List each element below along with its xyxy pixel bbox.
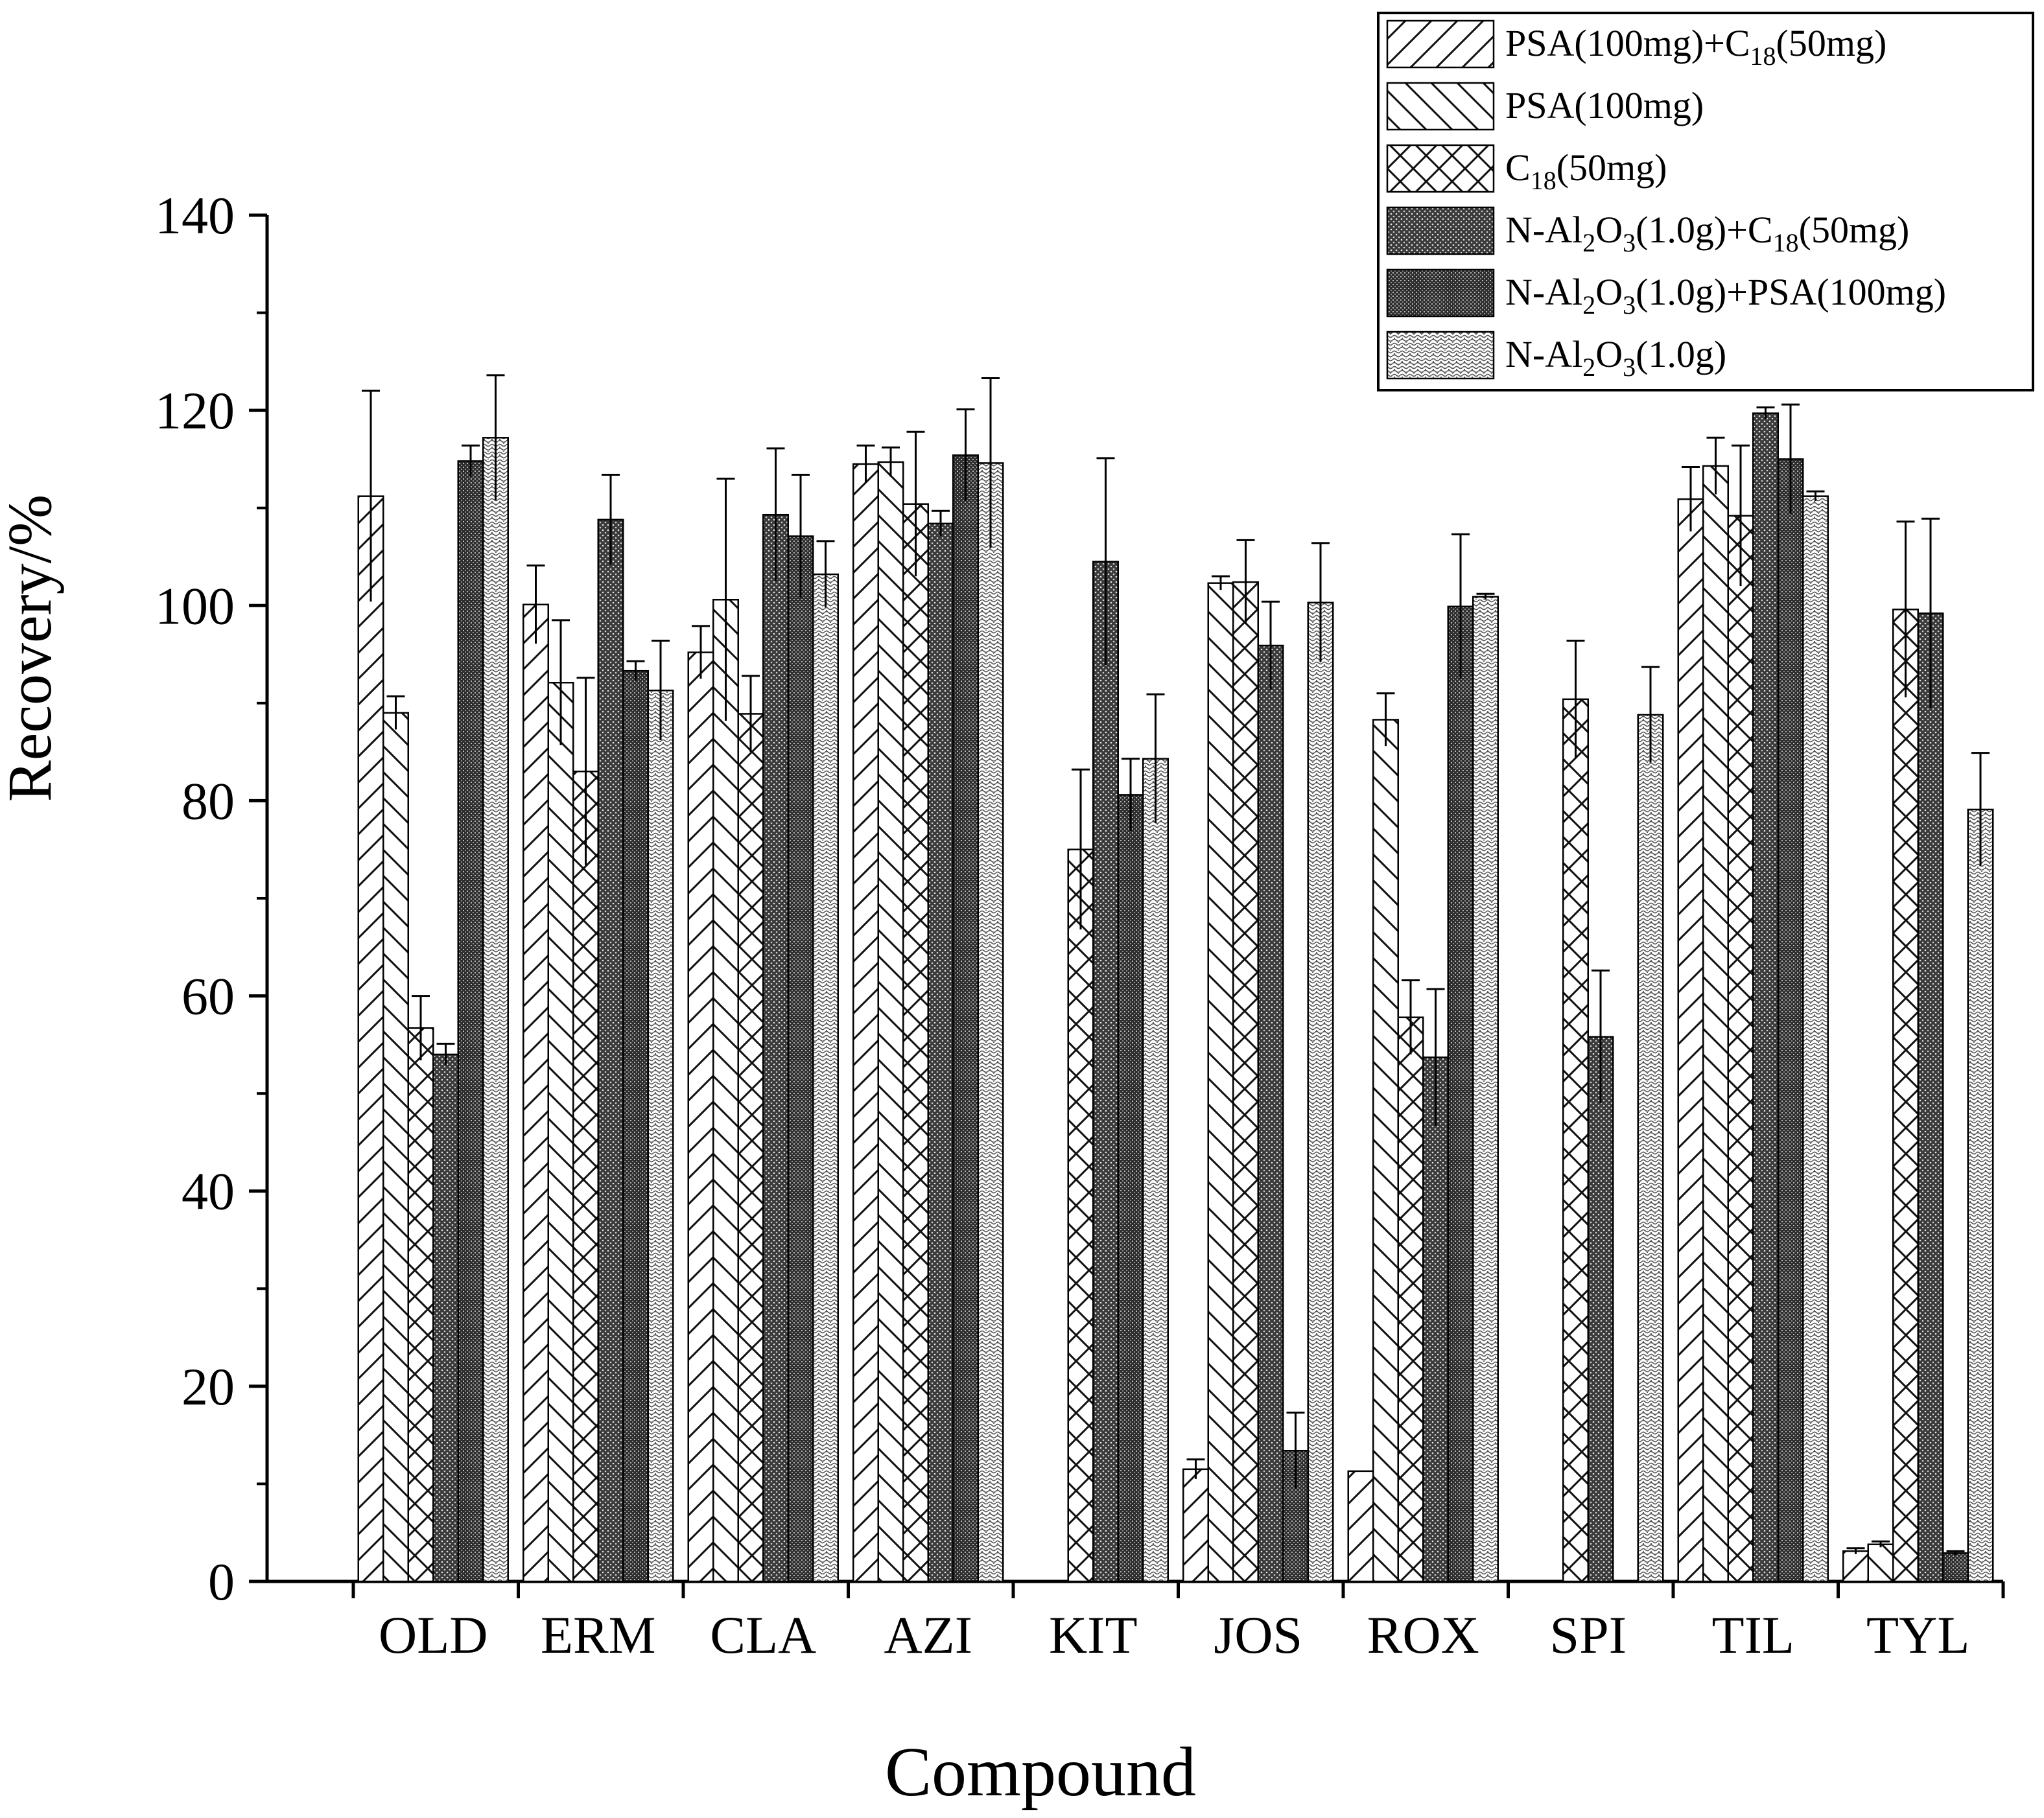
- bar: [1142, 758, 1169, 1583]
- bar: [1347, 1470, 1374, 1583]
- legend-entry: N-Al2O3(1.0g)+C18(50mg): [1505, 209, 1909, 257]
- bar: [523, 603, 549, 1583]
- x-tick-label: TYL: [1866, 1605, 1969, 1664]
- bar: [952, 454, 979, 1583]
- y-tick-label: 40: [182, 1162, 235, 1221]
- bar: [1587, 1036, 1614, 1583]
- bar: [1372, 719, 1399, 1583]
- x-tick-label: ROX: [1367, 1605, 1479, 1664]
- y-tick-label: 100: [155, 576, 235, 635]
- bar: [572, 771, 599, 1583]
- legend-entry: C18(50mg): [1505, 146, 1667, 195]
- bar: [1422, 1056, 1449, 1583]
- bar: [712, 599, 739, 1583]
- legend-entry: PSA(100mg): [1505, 84, 1704, 126]
- bar: [1677, 498, 1704, 1583]
- bar: [622, 670, 649, 1583]
- bar: [1117, 794, 1144, 1583]
- legend-swatch: [1386, 206, 1495, 255]
- bar: [1397, 1016, 1424, 1583]
- x-tick-label: AZI: [884, 1605, 972, 1664]
- bar: [1802, 495, 1829, 1583]
- bar: [1562, 698, 1589, 1583]
- legend-box: [1377, 12, 2034, 391]
- bar: [1777, 458, 1804, 1583]
- legend-entry: PSA(100mg)+C18(50mg): [1505, 22, 1886, 71]
- bar: [1967, 808, 1994, 1583]
- bar: [407, 1027, 434, 1583]
- x-tick-label: SPI: [1549, 1605, 1627, 1664]
- bar: [647, 690, 674, 1583]
- bar: [482, 437, 509, 1583]
- bar: [902, 503, 929, 1583]
- bar: [1092, 561, 1119, 1583]
- bar: [1702, 465, 1729, 1583]
- bar: [1727, 515, 1754, 1583]
- bar: [977, 462, 1004, 1583]
- bar: [1752, 412, 1779, 1583]
- bar: [812, 573, 839, 1583]
- x-axis-label: Compound: [885, 1734, 1196, 1811]
- y-tick-label: 120: [155, 381, 235, 440]
- bar: [1307, 601, 1334, 1583]
- legend-swatch: [1386, 331, 1495, 380]
- y-tick-label: 80: [182, 771, 235, 830]
- y-tick-label: 20: [182, 1357, 235, 1416]
- y-tick-label: 60: [182, 967, 235, 1026]
- bar: [787, 535, 814, 1583]
- x-tick-label: JOS: [1214, 1605, 1302, 1664]
- bar: [457, 460, 484, 1583]
- bar: [737, 713, 764, 1583]
- bar: [877, 461, 904, 1583]
- bar: [432, 1053, 459, 1583]
- bar: [1232, 581, 1259, 1583]
- bar: [762, 514, 789, 1583]
- legend-swatch: [1386, 144, 1495, 193]
- bar: [1917, 612, 1944, 1583]
- bar: [1257, 644, 1284, 1583]
- bar: [357, 495, 384, 1583]
- legend-entry: N-Al2O3(1.0g)+PSA(100mg): [1505, 271, 1946, 320]
- bar-group: [357, 412, 1994, 1583]
- bar: [1892, 609, 1919, 1583]
- bar: [547, 681, 574, 1583]
- bar: [1447, 605, 1474, 1583]
- legend: PSA(100mg)+C18(50mg) PSA(100mg) C18(50mg) N…: [1377, 12, 2034, 391]
- y-tick-label: 0: [208, 1552, 235, 1611]
- bar: [687, 651, 714, 1583]
- bar: [382, 712, 409, 1583]
- bar: [1867, 1543, 1894, 1583]
- bar: [1067, 848, 1094, 1583]
- x-tick-label: KIT: [1049, 1605, 1138, 1664]
- bar: [852, 463, 879, 1583]
- bar: [597, 519, 624, 1583]
- x-tick-label: TIL: [1712, 1605, 1794, 1664]
- bar: [1637, 714, 1664, 1583]
- legend-swatch: [1386, 82, 1495, 131]
- legend-entry: N-Al2O3(1.0g): [1505, 333, 1726, 382]
- legend-swatch: [1386, 268, 1495, 318]
- bar: [1842, 1550, 1869, 1583]
- bar: [1472, 596, 1499, 1583]
- legend-swatch: [1386, 19, 1495, 69]
- x-tick-label: OLD: [379, 1605, 488, 1664]
- y-axis-label: Recovery/%: [0, 495, 64, 802]
- x-tick-label: ERM: [541, 1605, 656, 1664]
- bar: [1207, 582, 1234, 1583]
- y-tick-label: 140: [155, 186, 235, 245]
- axes: 0 20 40 60 80 100 120 140 OLD ERM CLA AZI KIT JOS ROX S…: [155, 186, 2005, 1664]
- x-tick-label: CLA: [710, 1605, 816, 1664]
- error-bars: [362, 374, 1990, 1556]
- bar: [1942, 1552, 1969, 1583]
- bar: [927, 522, 954, 1583]
- bar: [1182, 1468, 1209, 1583]
